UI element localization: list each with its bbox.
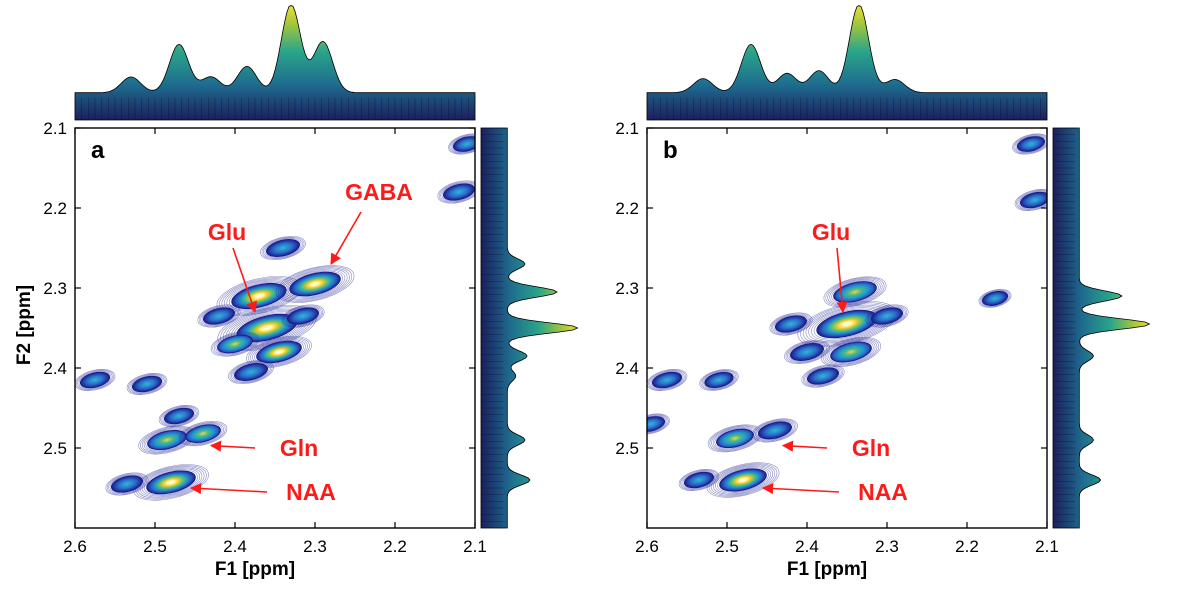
panel-label: b	[663, 137, 678, 164]
contour-peak	[260, 235, 306, 261]
projection-f2	[1052, 127, 1151, 529]
contour-peaks	[75, 133, 475, 501]
projection-f1-trace	[74, 5, 476, 121]
annotation-label: Glu	[208, 219, 246, 245]
projection-f1	[74, 5, 476, 121]
x-tick-label: 2.4	[795, 537, 819, 556]
contour-peak	[1014, 188, 1047, 212]
y-tick-label: 2.4	[615, 359, 639, 378]
contour-peak	[210, 331, 260, 357]
y-tick-label: 2.1	[615, 119, 639, 138]
x-axis-label: F1 [ppm]	[215, 559, 295, 580]
annotation-gln: Gln	[781, 435, 890, 461]
y-axis-label: F2 [ppm]	[14, 285, 35, 365]
annotation-arrow	[330, 211, 362, 265]
x-tick-label: 2.6	[635, 537, 659, 556]
projection-f2-trace	[480, 127, 579, 529]
annotation-naa: NAA	[189, 479, 336, 505]
contour-peak	[801, 364, 845, 388]
annotation-arrow	[232, 247, 258, 314]
x-axis-label: F1 [ppm]	[787, 559, 867, 580]
annotation-arrow	[209, 440, 256, 452]
contour-peak	[178, 421, 228, 447]
projection-f1-trace	[646, 5, 1048, 121]
annotation-naa: NAA	[761, 479, 908, 505]
contour-peak	[133, 464, 209, 501]
contour-peak	[158, 404, 200, 428]
contour-peak	[752, 418, 798, 443]
contour-peak	[437, 180, 475, 204]
panel-b: 2.6 2.5 2.4 2.3 2.2 2.1 2.1 2.2 2.3 2.4 2.5 F1 [ppm…	[615, 5, 1151, 580]
contour-peak	[706, 462, 780, 498]
contour-peak	[228, 359, 274, 385]
y-tick-label: 2.4	[43, 359, 67, 378]
contour-peak	[1012, 133, 1047, 155]
contour-peak	[699, 369, 739, 391]
contour-peak	[126, 372, 168, 396]
contour-peaks	[647, 133, 1047, 498]
projection-f2-trace	[1052, 127, 1151, 529]
annotation-label: Gln	[280, 435, 318, 461]
contour-peak	[246, 335, 312, 369]
y-tick-label: 2.1	[43, 119, 67, 138]
plot-frame	[646, 127, 1048, 529]
contour-peak	[75, 368, 116, 392]
contour-peak	[820, 337, 882, 367]
contour-peak	[197, 304, 241, 328]
contour-peak	[105, 472, 149, 496]
projection-f1	[646, 5, 1048, 121]
annotation-glu: Glu	[208, 219, 258, 314]
x-tick-label: 2.6	[63, 537, 87, 556]
contour-peak	[823, 276, 887, 308]
y-tick-label: 2.2	[615, 199, 639, 218]
x-tick-label: 2.5	[715, 537, 739, 556]
x-tick-label: 2.2	[955, 537, 979, 556]
annotation-arrow	[781, 440, 828, 452]
contour-peak	[978, 289, 1012, 308]
annotation-label: Glu	[812, 219, 850, 245]
contour-peak	[448, 133, 475, 155]
annotation-label: Gln	[852, 435, 890, 461]
panel-a: 2.6 2.5 2.4 2.3 2.2 2.1 2.1 2.2 2.3 2.4 2.5 F1 [ppm…	[43, 5, 579, 580]
x-tick-label: 2.1	[1035, 537, 1059, 556]
x-tick-label: 2.1	[463, 537, 487, 556]
x-tick-label: 2.4	[223, 537, 247, 556]
annotation-gaba: GABA	[330, 179, 413, 265]
x-tick-label: 2.3	[303, 537, 327, 556]
annotation-glu: Glu	[812, 219, 850, 314]
annotation-label: NAA	[858, 479, 908, 505]
y-tick-label: 2.3	[43, 279, 67, 298]
x-tick-label: 2.5	[143, 537, 167, 556]
y-tick-label: 2.5	[615, 439, 639, 458]
annotation-label: NAA	[286, 479, 336, 505]
contour-peak	[769, 312, 813, 336]
plot-frame	[74, 127, 476, 529]
x-tick-label: 2.2	[383, 537, 407, 556]
y-tick-label: 2.2	[43, 199, 67, 218]
contour-peak	[647, 368, 688, 392]
contour-peak	[784, 339, 830, 365]
contour-peak	[678, 468, 720, 492]
contour-peak	[281, 304, 325, 328]
annotation-arrow	[836, 247, 848, 314]
contour-peak	[865, 304, 909, 328]
y-tick-label: 2.5	[43, 439, 67, 458]
contour-peak	[275, 265, 355, 303]
panel-label: a	[91, 137, 105, 164]
contour-peak	[647, 413, 670, 435]
annotation-gln: Gln	[209, 435, 318, 461]
y-tick-label: 2.3	[615, 279, 639, 298]
x-tick-label: 2.3	[875, 537, 899, 556]
contour-peak	[138, 425, 196, 455]
annotation-arrow	[761, 482, 840, 495]
projection-f2	[480, 127, 579, 529]
annotation-arrow	[189, 482, 268, 495]
annotation-label: GABA	[345, 179, 413, 205]
